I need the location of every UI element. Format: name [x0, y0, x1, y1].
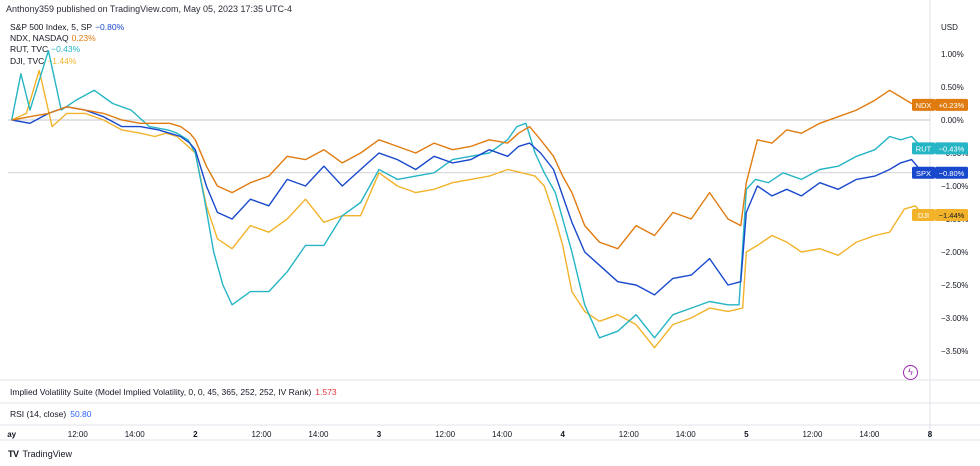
legend-label: RUT, TVC	[10, 44, 49, 55]
x-tick-label: 12:00	[435, 430, 456, 439]
x-tick-label: 12:00	[251, 430, 272, 439]
rsi-label: RSI (14, close)	[10, 409, 67, 419]
series-line-ndx[interactable]	[11, 89, 923, 250]
x-tick-label: 4	[560, 430, 565, 439]
series-line-rut[interactable]	[11, 50, 924, 339]
series-value-tag-ndx[interactable]	[935, 98, 968, 111]
legend-value: −0.43%	[51, 44, 81, 55]
series-value-tag-dji[interactable]	[935, 209, 968, 222]
y-tick-label: −1.00%	[941, 182, 968, 191]
legend-value: −1.44%	[47, 55, 77, 66]
legend-value: −0.80%	[95, 22, 125, 32]
x-tick-label: 14:00	[676, 430, 697, 439]
series-tag-label: SPX	[916, 169, 931, 178]
series-tag-label: DJI	[918, 211, 929, 220]
ivs-label: Implied Volatility Suite (Model Implied …	[10, 387, 312, 397]
y-tick-label: −3.50%	[941, 347, 968, 356]
x-tick-label: 12:00	[68, 430, 89, 439]
x-tick-label: 3	[377, 430, 382, 439]
legend-label: NDX, NASDAQ	[10, 33, 69, 44]
rsi-pane-label[interactable]: RSI (14, close) 50.80	[10, 409, 92, 419]
x-tick-label: 14:00	[125, 430, 146, 439]
series-tag-dji[interactable]	[912, 209, 935, 222]
series-value-label: −0.80%	[939, 169, 965, 178]
legend-row[interactable]: S&P 500 Index, 5, SP −0.80%	[10, 22, 124, 33]
x-tick-label: 2	[193, 430, 198, 439]
x-tick-label: 8	[928, 430, 933, 439]
y-tick-label: −2.00%	[941, 248, 968, 257]
ivs-value: 1.573	[315, 387, 337, 397]
tradingview-logo-icon: TV	[8, 449, 19, 459]
series-tag-rut[interactable]	[912, 142, 935, 155]
legend-label: DJI, TVC	[10, 55, 45, 66]
rsi-value: 50.80	[70, 409, 92, 419]
legend-row[interactable]: DJI, TVC −1.44%	[10, 56, 124, 67]
x-tick-label: 5	[744, 430, 749, 439]
y-tick-label: −3.00%	[941, 314, 968, 323]
y-tick-label: −2.50%	[941, 281, 968, 290]
series-tag-spx[interactable]	[912, 166, 935, 179]
x-tick-label: 14:00	[492, 430, 513, 439]
legend-label: S&P 500 Index, 5, SP	[10, 22, 93, 32]
series-tag-ndx[interactable]	[912, 98, 935, 111]
y-tick-label: 1.00%	[941, 50, 964, 59]
series-value-tag-spx[interactable]	[935, 166, 968, 179]
series-tag-label: RUT	[916, 144, 932, 153]
x-tick-label: 12:00	[619, 430, 640, 439]
series-value-tag-rut[interactable]	[935, 142, 968, 155]
y-tick-label: 0.50%	[941, 83, 964, 92]
x-tick-label: 14:00	[859, 430, 880, 439]
legend-row[interactable]: NDX, NASDAQ 0.23%	[10, 33, 124, 44]
lightning-icon[interactable]: ϟ	[903, 365, 918, 380]
series-value-label: −1.44%	[939, 211, 965, 220]
implied-volatility-pane-label[interactable]: Implied Volatility Suite (Model Implied …	[10, 387, 337, 397]
legend-row[interactable]: RUT, TVC −0.43%	[10, 44, 124, 55]
series-value-label: +0.23%	[939, 101, 965, 110]
series-line-spx[interactable]	[11, 106, 924, 296]
brand-text: TradingView	[22, 449, 73, 459]
x-tick-label: 12:00	[802, 430, 823, 439]
y-axis-unit: USD	[941, 23, 958, 32]
series-value-label: −0.43%	[939, 144, 965, 153]
series-tag-label: NDX	[916, 101, 932, 110]
tradingview-brand[interactable]: TV TradingView	[8, 449, 72, 459]
y-tick-label: 0.00%	[941, 116, 964, 125]
x-tick-label: ay	[7, 430, 16, 439]
chart-legend: S&P 500 Index, 5, SP −0.80% NDX, NASDAQ 0.2…	[10, 22, 124, 67]
series-line-dji[interactable]	[11, 69, 924, 349]
publisher-line: Anthony359 published on TradingView.com,…	[6, 4, 293, 14]
legend-value: 0.23%	[71, 33, 96, 44]
x-tick-label: 14:00	[308, 430, 329, 439]
